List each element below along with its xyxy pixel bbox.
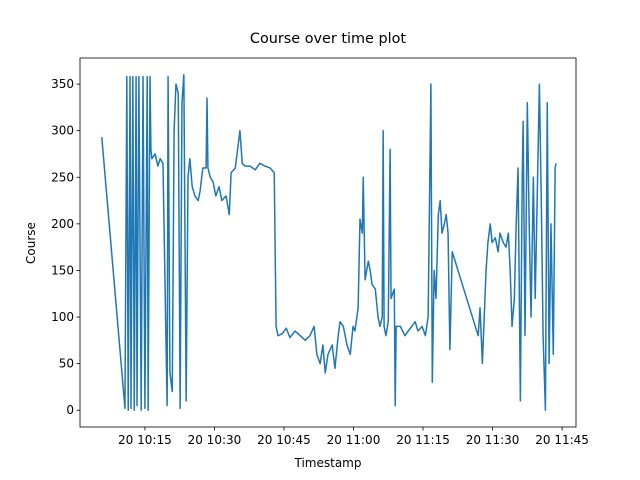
data-line bbox=[101, 74, 557, 411]
chart-title: Course over time plot bbox=[250, 31, 407, 47]
x-tick-label: 20 11:15 bbox=[396, 433, 450, 447]
x-tick-label: 20 11:30 bbox=[466, 433, 520, 447]
axes-frame bbox=[79, 57, 577, 428]
x-axis-label: Timestamp bbox=[294, 456, 362, 470]
x-tick-label: 20 11:45 bbox=[535, 433, 589, 447]
y-tick-label: 200 bbox=[51, 217, 74, 231]
x-tick-label: 20 10:30 bbox=[188, 433, 242, 447]
y-tick-label: 150 bbox=[51, 263, 74, 277]
y-tick-label: 50 bbox=[59, 357, 74, 371]
x-tick-label: 20 10:45 bbox=[257, 433, 311, 447]
y-axis-label: Course bbox=[24, 222, 38, 264]
y-tick-label: 250 bbox=[51, 170, 74, 184]
x-tick-label: 20 11:00 bbox=[327, 433, 381, 447]
y-tick-label: 300 bbox=[51, 124, 74, 138]
y-tick-label: 0 bbox=[66, 403, 74, 417]
y-tick-label: 100 bbox=[51, 310, 74, 324]
y-tick-label: 350 bbox=[51, 77, 74, 91]
x-tick-label: 20 10:15 bbox=[118, 433, 172, 447]
